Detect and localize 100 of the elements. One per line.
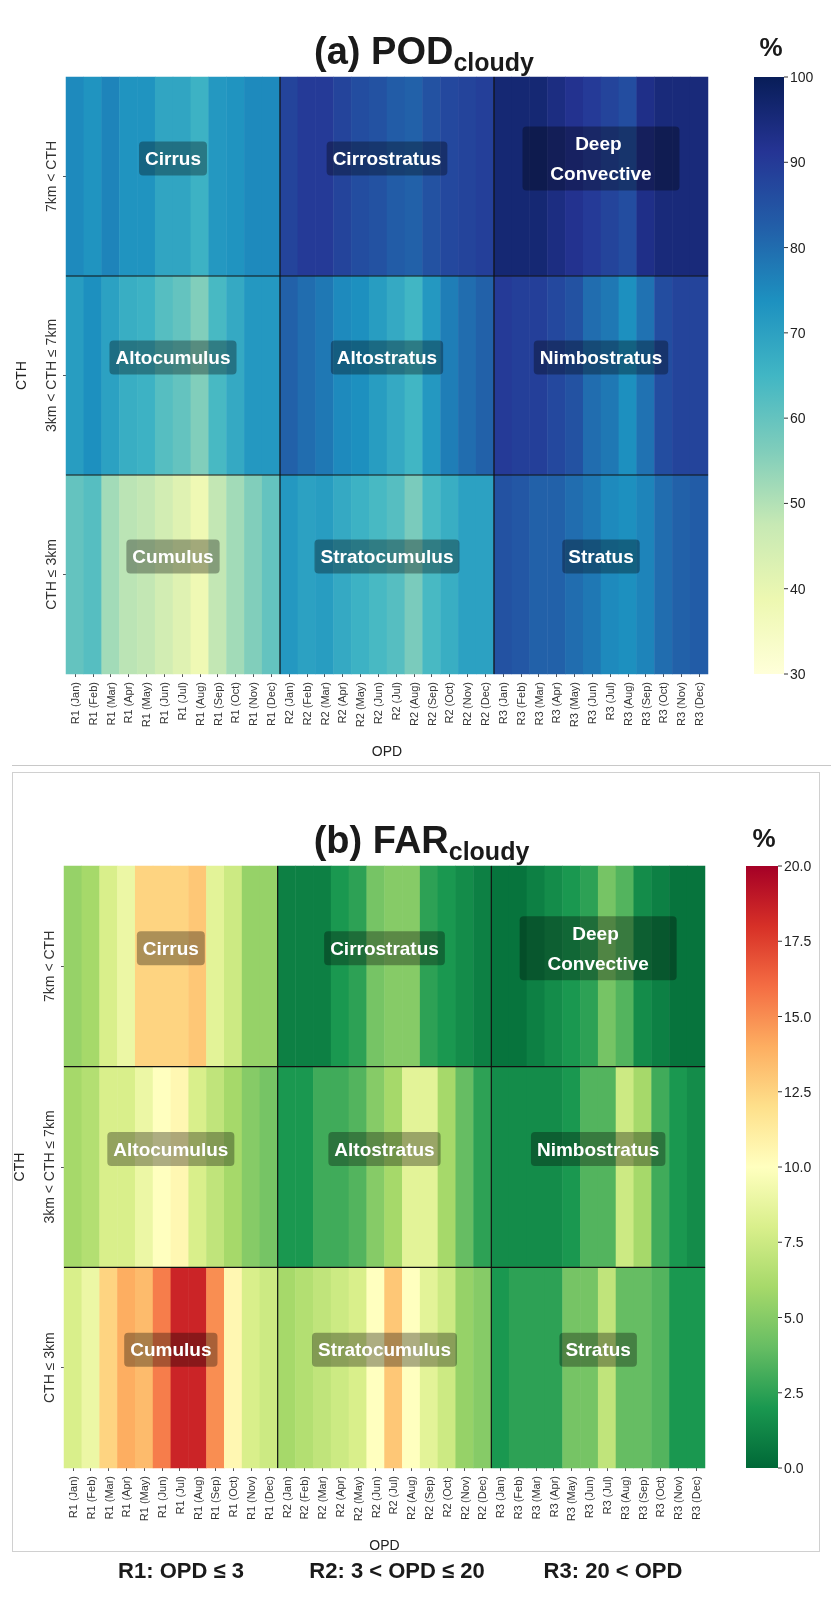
x-tick-label: R2 (Feb)	[300, 682, 313, 726]
x-tick-label: R1 (Apr)	[120, 1476, 133, 1518]
text: R1: OPD ≤ 3	[118, 1557, 244, 1583]
x-tick-label: R3 (Jan)	[496, 682, 509, 725]
x-tick-label: R2 (Nov)	[458, 1476, 471, 1521]
x-tick-label: R2 (May)	[351, 1476, 364, 1522]
x-tick-label: R3 (Sep)	[639, 682, 652, 727]
y-axis-title: CTH	[13, 361, 29, 390]
x-tick-label: R3 (Jul)	[603, 682, 616, 721]
x-tick-label: R1 (Jul)	[173, 1476, 186, 1515]
x-tick-label: R1 (Oct)	[229, 682, 242, 724]
color-bar-label: 0.0	[784, 1460, 804, 1476]
x-tick-label: R2 (Sep)	[423, 1476, 436, 1521]
x-tick-label: R1 (Jun)	[155, 1476, 168, 1519]
text: R2: 3 < OPD ≤ 20	[309, 1557, 485, 1583]
x-tick-label: R2 (Jan)	[282, 682, 295, 725]
annotation: Cirrus	[145, 148, 201, 169]
annotation: Cirrus	[142, 937, 199, 959]
y-tick-label: CTH ≤ 3km	[43, 539, 59, 610]
color-bar-label: 30	[790, 666, 806, 682]
x-tick-label: R3 (May)	[565, 1476, 578, 1522]
x-tick-label: R3 (Jun)	[583, 1476, 596, 1519]
color-bar-label: 12.5	[784, 1083, 812, 1100]
x-tick-label: R1 (Sep)	[209, 1476, 222, 1521]
x-tick-label: R3 (Oct)	[654, 1476, 667, 1518]
x-tick-label: R2 (Apr)	[333, 1476, 346, 1518]
color-bar-label: 2.5	[784, 1384, 804, 1401]
x-tick-label: R2 (May)	[354, 682, 367, 728]
color-bar-label: 17.5	[784, 933, 812, 950]
annotation: Stratocumulus	[320, 546, 454, 567]
x-tick-label: R3 (Aug)	[621, 682, 634, 727]
x-tick-label: R1 (Dec)	[262, 1476, 275, 1521]
x-tick-label: R1 (Jan)	[68, 682, 81, 725]
x-tick-label: R3 (Dec)	[690, 1476, 703, 1521]
x-tick-label: R3 (Oct)	[657, 682, 670, 724]
x-tick-label: R3 (Feb)	[512, 1476, 525, 1520]
x-tick-label: R2 (Jan)	[280, 1476, 293, 1519]
annotation: Cumulus	[130, 1339, 212, 1361]
y-axis-title: CTH	[11, 1152, 27, 1182]
x-tick-label: R1 (Apr)	[122, 682, 135, 724]
x-tick-label: R2 (Jun)	[372, 682, 385, 725]
annotation: Cumulus	[132, 546, 214, 567]
x-tick-label: R1 (May)	[140, 682, 153, 728]
annotation: Stratocumulus	[317, 1339, 452, 1361]
annotation: Stratus	[568, 546, 634, 567]
x-tick-label: R3 (Dec)	[693, 682, 706, 727]
annotation: Altostratus	[336, 347, 438, 368]
y-tick-label: 7km < CTH	[41, 930, 57, 1002]
color-bar-label: 15.0	[784, 1008, 812, 1025]
y-tick-label: CTH ≤ 3km	[41, 1332, 57, 1404]
annotation: Deep Convective	[550, 133, 652, 184]
text: R3: 20 < OPD	[543, 1557, 683, 1583]
x-tick-label: R3 (May)	[568, 682, 581, 728]
color-bar-label: 5.0	[784, 1309, 804, 1326]
x-tick-label: R2 (Jun)	[369, 1476, 382, 1519]
color-bar-label: 40	[790, 580, 806, 597]
x-tick-label: R1 (Dec)	[265, 682, 278, 727]
x-tick-label: R2 (Mar)	[316, 1476, 329, 1520]
x-tick-label: R2 (Dec)	[476, 1476, 489, 1521]
x-tick-label: R2 (Aug)	[405, 1476, 418, 1521]
x-tick-label: R1 (Jun)	[158, 682, 171, 725]
x-tick-label: R3 (Nov)	[672, 1476, 685, 1521]
color-bar-title: %	[752, 823, 776, 853]
y-tick-label: 3km < CTH ≤ 7km	[43, 318, 59, 433]
color-bar-label: 10.0	[784, 1159, 812, 1175]
x-tick-label: R3 (Nov)	[675, 682, 688, 727]
x-tick-label: R2 (Nov)	[461, 682, 474, 727]
x-tick-label: R1 (Oct)	[227, 1476, 240, 1518]
x-tick-label: R1 (Feb)	[84, 1476, 97, 1520]
x-tick-label: R1 (Mar)	[104, 682, 117, 726]
x-tick-label: R3 (Apr)	[550, 682, 563, 724]
x-tick-label: R2 (Oct)	[440, 1476, 453, 1518]
annotation: Deep Convective	[547, 922, 649, 974]
x-tick-label: R2 (Dec)	[479, 682, 492, 727]
color-bar-label: 80	[790, 239, 806, 256]
y-tick-label: 7km < CTH	[43, 140, 59, 213]
x-tick-label: R1 (Aug)	[193, 682, 206, 727]
y-tick-label: 3km < CTH ≤ 7km	[41, 1110, 57, 1224]
x-tick-label: R3 (Sep)	[636, 1476, 649, 1521]
x-tick-label: R1 (Feb)	[86, 682, 99, 726]
color-bar-title: %	[759, 32, 783, 62]
x-tick-label: R1 (Aug)	[191, 1476, 204, 1521]
color-bar-label: 60	[790, 410, 806, 427]
color-bar-label: 50	[790, 495, 806, 512]
annotation: Stratus	[565, 1339, 631, 1361]
x-tick-label: R1 (Nov)	[247, 682, 260, 727]
x-tick-label: R2 (Jul)	[387, 1476, 400, 1515]
x-tick-label: R2 (Feb)	[298, 1476, 311, 1520]
x-tick-label: R3 (Jan)	[494, 1476, 507, 1519]
color-bar-label: 90	[790, 154, 806, 171]
x-tick-label: R1 (Nov)	[244, 1476, 257, 1521]
x-tick-label: R2 (Oct)	[443, 682, 456, 724]
x-tick-label: R3 (Mar)	[529, 1476, 542, 1520]
x-tick-label: R3 (Aug)	[618, 1476, 631, 1521]
x-tick-label: R1 (May)	[138, 1476, 151, 1522]
x-tick-label: R3 (Jun)	[586, 682, 599, 725]
x-tick-label: R2 (Jul)	[389, 682, 402, 721]
x-tick-label: R1 (Sep)	[211, 682, 224, 727]
annotation: Cirrostratus	[330, 937, 439, 959]
annotation: Nimbostratus	[539, 347, 663, 368]
